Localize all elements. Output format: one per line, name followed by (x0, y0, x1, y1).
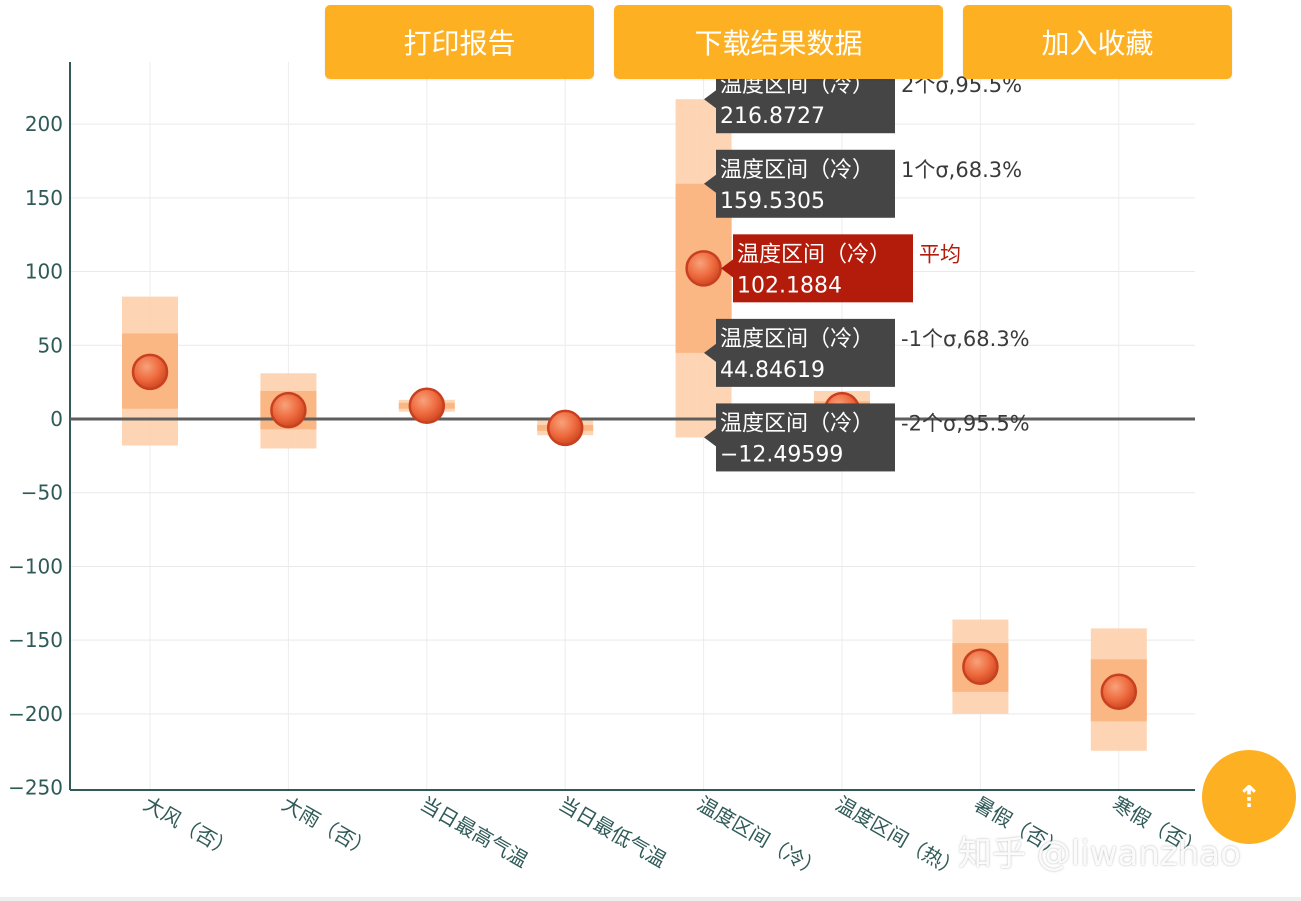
y-tick-label: 100 (25, 260, 63, 284)
tooltip-box (733, 234, 913, 303)
tooltip-pointer (704, 174, 716, 193)
y-tick-label: 150 (25, 186, 63, 210)
x-tick-label: 大雨（否） (278, 792, 377, 863)
download-data-button[interactable]: 下载结果数据 (614, 5, 943, 79)
tooltip-box (716, 318, 895, 387)
tooltip-label: -1个σ,68.3% (901, 327, 1030, 351)
bottom-divider (0, 897, 1301, 901)
tooltip-value: 159.5305 (720, 189, 825, 214)
tooltip-pointer (721, 259, 733, 278)
tooltip-value: 44.84619 (720, 358, 825, 383)
back-to-top-button[interactable]: ⇡ (1202, 750, 1296, 844)
x-tick-label: 温度区间（热） (832, 792, 965, 883)
y-tick-label: −150 (8, 628, 63, 652)
x-tick-label: 当日最高气温 (416, 792, 532, 873)
tooltip-title: 温度区间（冷） (720, 411, 874, 436)
mean-marker (962, 648, 999, 685)
tooltip-title: 温度区间（冷） (720, 327, 874, 352)
mean-marker (131, 353, 169, 391)
mean-marker (1100, 673, 1138, 711)
tooltip-title: 温度区间（冷） (737, 242, 891, 267)
print-report-button[interactable]: 打印报告 (325, 5, 594, 79)
y-axis-ticks: 200 150 100 50 0 −50 −100 −150 −200 −250 (8, 112, 63, 800)
watermark: 知乎 @liwanzhao (958, 834, 1241, 874)
arrow-up-icon: ⇡ (1236, 779, 1262, 815)
tooltip-pointer (704, 428, 716, 447)
tooltip: 温度区间（冷） −12.49599 -2个σ,95.5% (704, 403, 1030, 472)
mean-marker (685, 250, 722, 287)
tooltip-box (716, 403, 895, 472)
y-tick-label: 200 (25, 112, 63, 136)
y-tick-label: −200 (8, 702, 63, 726)
tooltip-label: 1个σ,68.3% (901, 158, 1022, 182)
y-tick-label: −100 (8, 554, 63, 578)
x-tick-label: 温度区间（冷） (693, 792, 826, 883)
mean-marker (546, 409, 584, 447)
tooltip-value: −12.49599 (720, 442, 843, 467)
x-tick-label: 大风（否） (140, 792, 239, 863)
tooltip-title: 温度区间（冷） (720, 158, 874, 183)
y-tick-label: −50 (21, 481, 63, 505)
tooltip-label: 平均 (919, 242, 961, 266)
y-tick-label: 0 (50, 407, 63, 431)
y-tick-label: −250 (8, 776, 63, 800)
tooltip-value: 102.1884 (737, 273, 842, 298)
tooltip-pointer (704, 343, 716, 362)
tooltip: 温度区间（冷） 159.5305 1个σ,68.3% (704, 149, 1022, 218)
tooltip: 温度区间（冷） 44.84619 -1个σ,68.3% (704, 318, 1030, 387)
tooltip-box (716, 149, 895, 218)
y-tick-label: 50 (38, 333, 63, 357)
axes (69, 62, 1195, 791)
x-tick-label: 当日最低气温 (555, 792, 671, 873)
add-favorite-button[interactable]: 加入收藏 (963, 5, 1232, 79)
tooltip-value: 216.8727 (720, 104, 825, 129)
hover-tooltips: 温度区间（冷）216.87272个σ,95.5%温度区间（冷）159.53051… (704, 65, 1030, 472)
mean-marker (270, 391, 307, 429)
tooltip-pointer (704, 90, 716, 109)
mean-marker (408, 387, 446, 424)
tooltip: 温度区间（冷） 102.1884 平均 (721, 234, 961, 303)
tooltip-label: -2个σ,95.5% (901, 411, 1030, 435)
